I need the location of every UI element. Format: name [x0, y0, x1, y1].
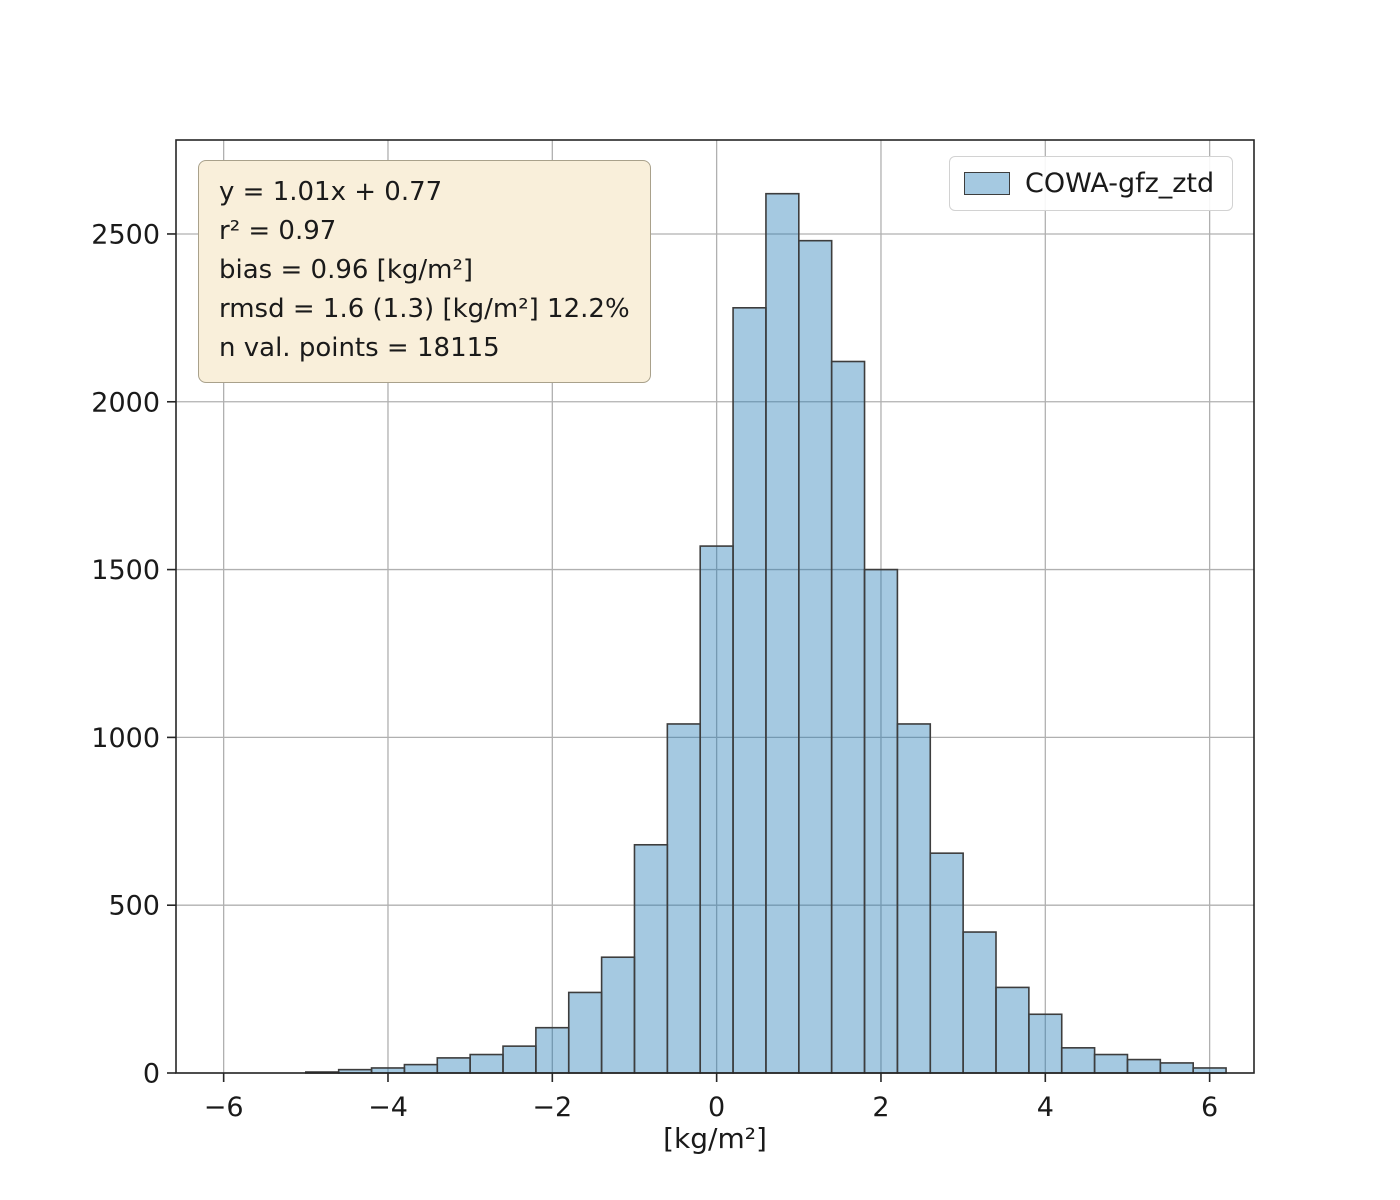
histogram-bar	[1159, 1062, 1194, 1074]
annotation-line: r² = 0.97	[219, 216, 337, 246]
y-tick-label: 2500	[91, 219, 160, 250]
legend-swatch	[964, 172, 1010, 195]
histogram-bar	[830, 360, 866, 1074]
y-tick-label: 500	[108, 891, 160, 922]
x-tick-label: −2	[532, 1092, 572, 1123]
x-tick-label: 6	[1201, 1092, 1218, 1123]
annotation-line: bias = 0.96 [kg/m²]	[219, 255, 474, 285]
x-axis-label: [kg/m²]	[663, 1122, 767, 1155]
legend: COWA-gfz_ztd	[949, 156, 1234, 211]
y-tick-label: 1500	[91, 555, 160, 586]
histogram-bar	[732, 307, 767, 1074]
annotation-box: y = 1.01x + 0.77 r² = 0.97 bias = 0.96 [kg…	[198, 160, 651, 383]
plot-spines	[175, 139, 1255, 1074]
histogram-bar	[502, 1045, 537, 1074]
histogram-bar	[1060, 1047, 1096, 1074]
histogram-bar	[633, 843, 669, 1074]
histogram-bar	[863, 568, 899, 1074]
histogram-bar	[1028, 1013, 1063, 1074]
histogram-bar	[469, 1053, 504, 1074]
x-tick-label: 4	[1037, 1092, 1054, 1123]
histogram-bar	[403, 1063, 439, 1074]
histogram-bar	[699, 545, 734, 1074]
histogram-bar	[995, 986, 1030, 1074]
histogram-bar	[1093, 1053, 1129, 1074]
histogram-bar	[567, 991, 603, 1074]
histogram-bar	[535, 1026, 570, 1074]
histogram-bar	[896, 723, 932, 1074]
y-tick-label: 1000	[91, 723, 160, 754]
histogram-bar	[765, 192, 800, 1074]
histogram-bar	[798, 239, 833, 1074]
annotation-line: n val. points = 18115	[219, 333, 500, 363]
annotation-line: rmsd = 1.6 (1.3) [kg/m²] 12.2%	[219, 294, 630, 324]
annotation-line: y = 1.01x + 0.77	[219, 177, 443, 207]
histogram-bar	[929, 852, 964, 1074]
histogram-bar	[1126, 1058, 1162, 1074]
x-tick-label: −4	[368, 1092, 408, 1123]
histogram-bar	[666, 723, 702, 1074]
histogram-bar	[600, 956, 636, 1074]
x-tick-label: −6	[204, 1092, 244, 1123]
histogram-bar	[436, 1057, 471, 1074]
legend-label: COWA-gfz_ztd	[1025, 168, 1215, 199]
x-tick-label: 2	[872, 1092, 889, 1123]
y-tick-label: 0	[143, 1059, 160, 1090]
histogram-bar	[962, 931, 997, 1074]
x-tick-label: 0	[708, 1092, 725, 1123]
y-tick-label: 2000	[91, 387, 160, 418]
